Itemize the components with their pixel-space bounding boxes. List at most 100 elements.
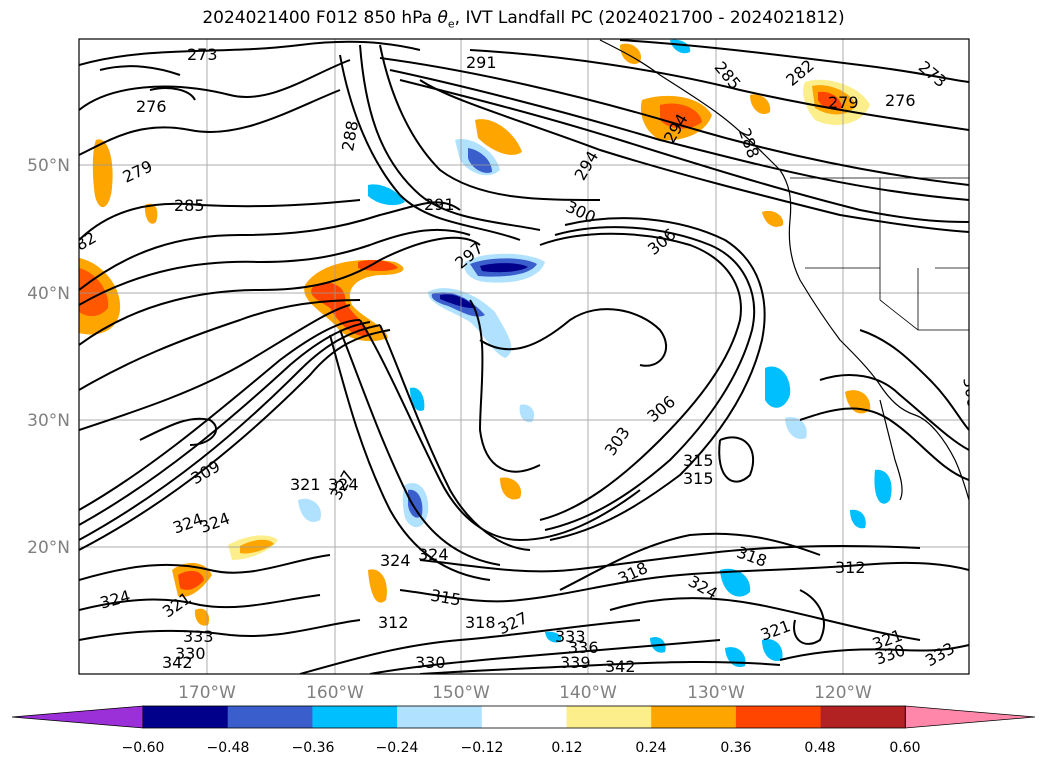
shade-patch <box>475 119 522 155</box>
contour-label: 342 <box>605 657 636 676</box>
contour-label: 324 <box>328 475 359 494</box>
lon-label: 120°W <box>814 683 872 703</box>
colorbar-label: 0.60 <box>889 740 920 756</box>
colorbar-segment <box>143 706 229 728</box>
contour-label: 308 <box>959 376 983 409</box>
lon-label: 170°W <box>178 683 236 703</box>
shade-patch <box>762 210 784 227</box>
state-borders <box>790 177 969 331</box>
shade-patch <box>194 608 210 626</box>
colorbar-extend-low <box>11 705 144 729</box>
shade-patch <box>368 569 387 603</box>
colorbar-label: 0.48 <box>804 740 835 756</box>
chart-title: 2024021400 F012 850 hPa θe, IVT Landfall… <box>0 8 1047 30</box>
shade-patch <box>500 477 522 500</box>
shade-patch <box>358 260 398 271</box>
shade-patch <box>368 184 405 206</box>
colorbar-segment <box>481 706 567 728</box>
colorbar-label: 0.12 <box>551 740 582 756</box>
colorbar-frame <box>142 705 906 729</box>
colorbar-segments <box>11 705 1036 729</box>
shade-patch <box>480 263 528 273</box>
contour-label: 285 <box>174 196 205 215</box>
colorbar-segment <box>820 706 906 728</box>
colorbar: −0.60 −0.48 −0.36 −0.24 −0.12 0.12 0.24 … <box>11 705 1036 756</box>
shade-patch <box>468 148 492 173</box>
contour-label: 315 <box>683 451 714 470</box>
shade-patch <box>850 509 866 529</box>
colorbar-label: 0.36 <box>720 740 751 756</box>
contour-label: 321 <box>290 475 321 494</box>
plot-frame <box>78 38 970 675</box>
title-suffix: , IVT Landfall PC (2024021700 - 20240218… <box>454 8 845 28</box>
contour-label: 276 <box>136 97 167 116</box>
lon-label: 150°W <box>432 683 490 703</box>
colorbar-label: −0.36 <box>292 740 335 756</box>
lat-label: 20°N <box>27 538 70 558</box>
shade-patch <box>92 139 113 208</box>
contour-label: 273 <box>187 45 218 64</box>
colorbar-segment <box>735 706 822 728</box>
lat-label: 30°N <box>27 411 70 431</box>
contour-label: 324 <box>380 551 411 570</box>
colorbar-labels: −0.60 −0.48 −0.36 −0.24 −0.12 0.12 0.24 … <box>122 740 921 756</box>
colorbar-extend-high <box>904 705 1036 729</box>
contour-label: 333 <box>555 627 586 646</box>
coastline <box>599 39 969 501</box>
contour-label: 318 <box>465 613 496 632</box>
colorbar-segment <box>651 706 737 728</box>
shade-patch <box>545 631 562 643</box>
theta-e-contours <box>79 39 969 674</box>
shade-patch <box>408 489 423 518</box>
lat-label: 50°N <box>27 156 70 176</box>
lon-label: 160°W <box>306 683 364 703</box>
shade-patch <box>178 570 204 590</box>
colorbar-segment <box>227 706 313 728</box>
colorbar-label: −0.48 <box>207 740 250 756</box>
shade-patch <box>750 94 771 115</box>
lat-label: 40°N <box>27 284 70 304</box>
contour-label: 339 <box>560 653 591 672</box>
plot-area <box>79 39 969 674</box>
shade-patch <box>720 568 751 597</box>
contour-label: 324 <box>418 545 449 564</box>
colorbar-segment <box>312 706 398 728</box>
shade-patch <box>670 39 691 54</box>
shade-patch <box>762 639 783 662</box>
contour-label: 315 <box>683 469 714 488</box>
colorbar-label: 0.24 <box>635 740 666 756</box>
colorbar-segment <box>566 706 652 728</box>
shade-patch <box>785 417 807 440</box>
colorbar-label: −0.12 <box>461 740 504 756</box>
title-subscript: e <box>447 17 455 31</box>
shade-patch <box>304 259 404 342</box>
contour-label: 342 <box>162 653 193 672</box>
shading-layer <box>79 39 892 668</box>
contour-label: 279 <box>828 93 859 112</box>
shade-patch <box>440 294 476 309</box>
contour-label: 312 <box>378 613 409 632</box>
shade-patch <box>519 404 535 423</box>
contour-label: 291 <box>424 195 455 214</box>
contour-label: 330 <box>175 644 206 663</box>
lat-labels: 50°N 40°N 30°N 20°N <box>27 156 70 558</box>
contour-label: 333 <box>183 627 214 646</box>
contour-label: 276 <box>885 91 916 110</box>
colorbar-label: −0.24 <box>376 740 419 756</box>
contour-label: 291 <box>466 53 497 72</box>
lon-labels: 170°W 160°W 150°W 140°W 130°W 120°W <box>178 683 872 703</box>
contour-label: 330 <box>415 653 446 672</box>
title-prefix: 2024021400 F012 850 hPa <box>202 8 438 28</box>
shade-patch <box>874 469 892 504</box>
title-theta: θ <box>437 8 448 28</box>
lon-label: 140°W <box>559 683 617 703</box>
lon-label: 130°W <box>687 683 745 703</box>
colorbar-label: −0.60 <box>122 740 165 756</box>
shade-patch <box>144 203 158 224</box>
colorbar-segment <box>397 706 483 728</box>
shade-patch <box>79 268 109 317</box>
shade-patch <box>765 366 791 408</box>
contour-label: 336 <box>568 638 599 657</box>
shade-patch <box>298 498 321 522</box>
